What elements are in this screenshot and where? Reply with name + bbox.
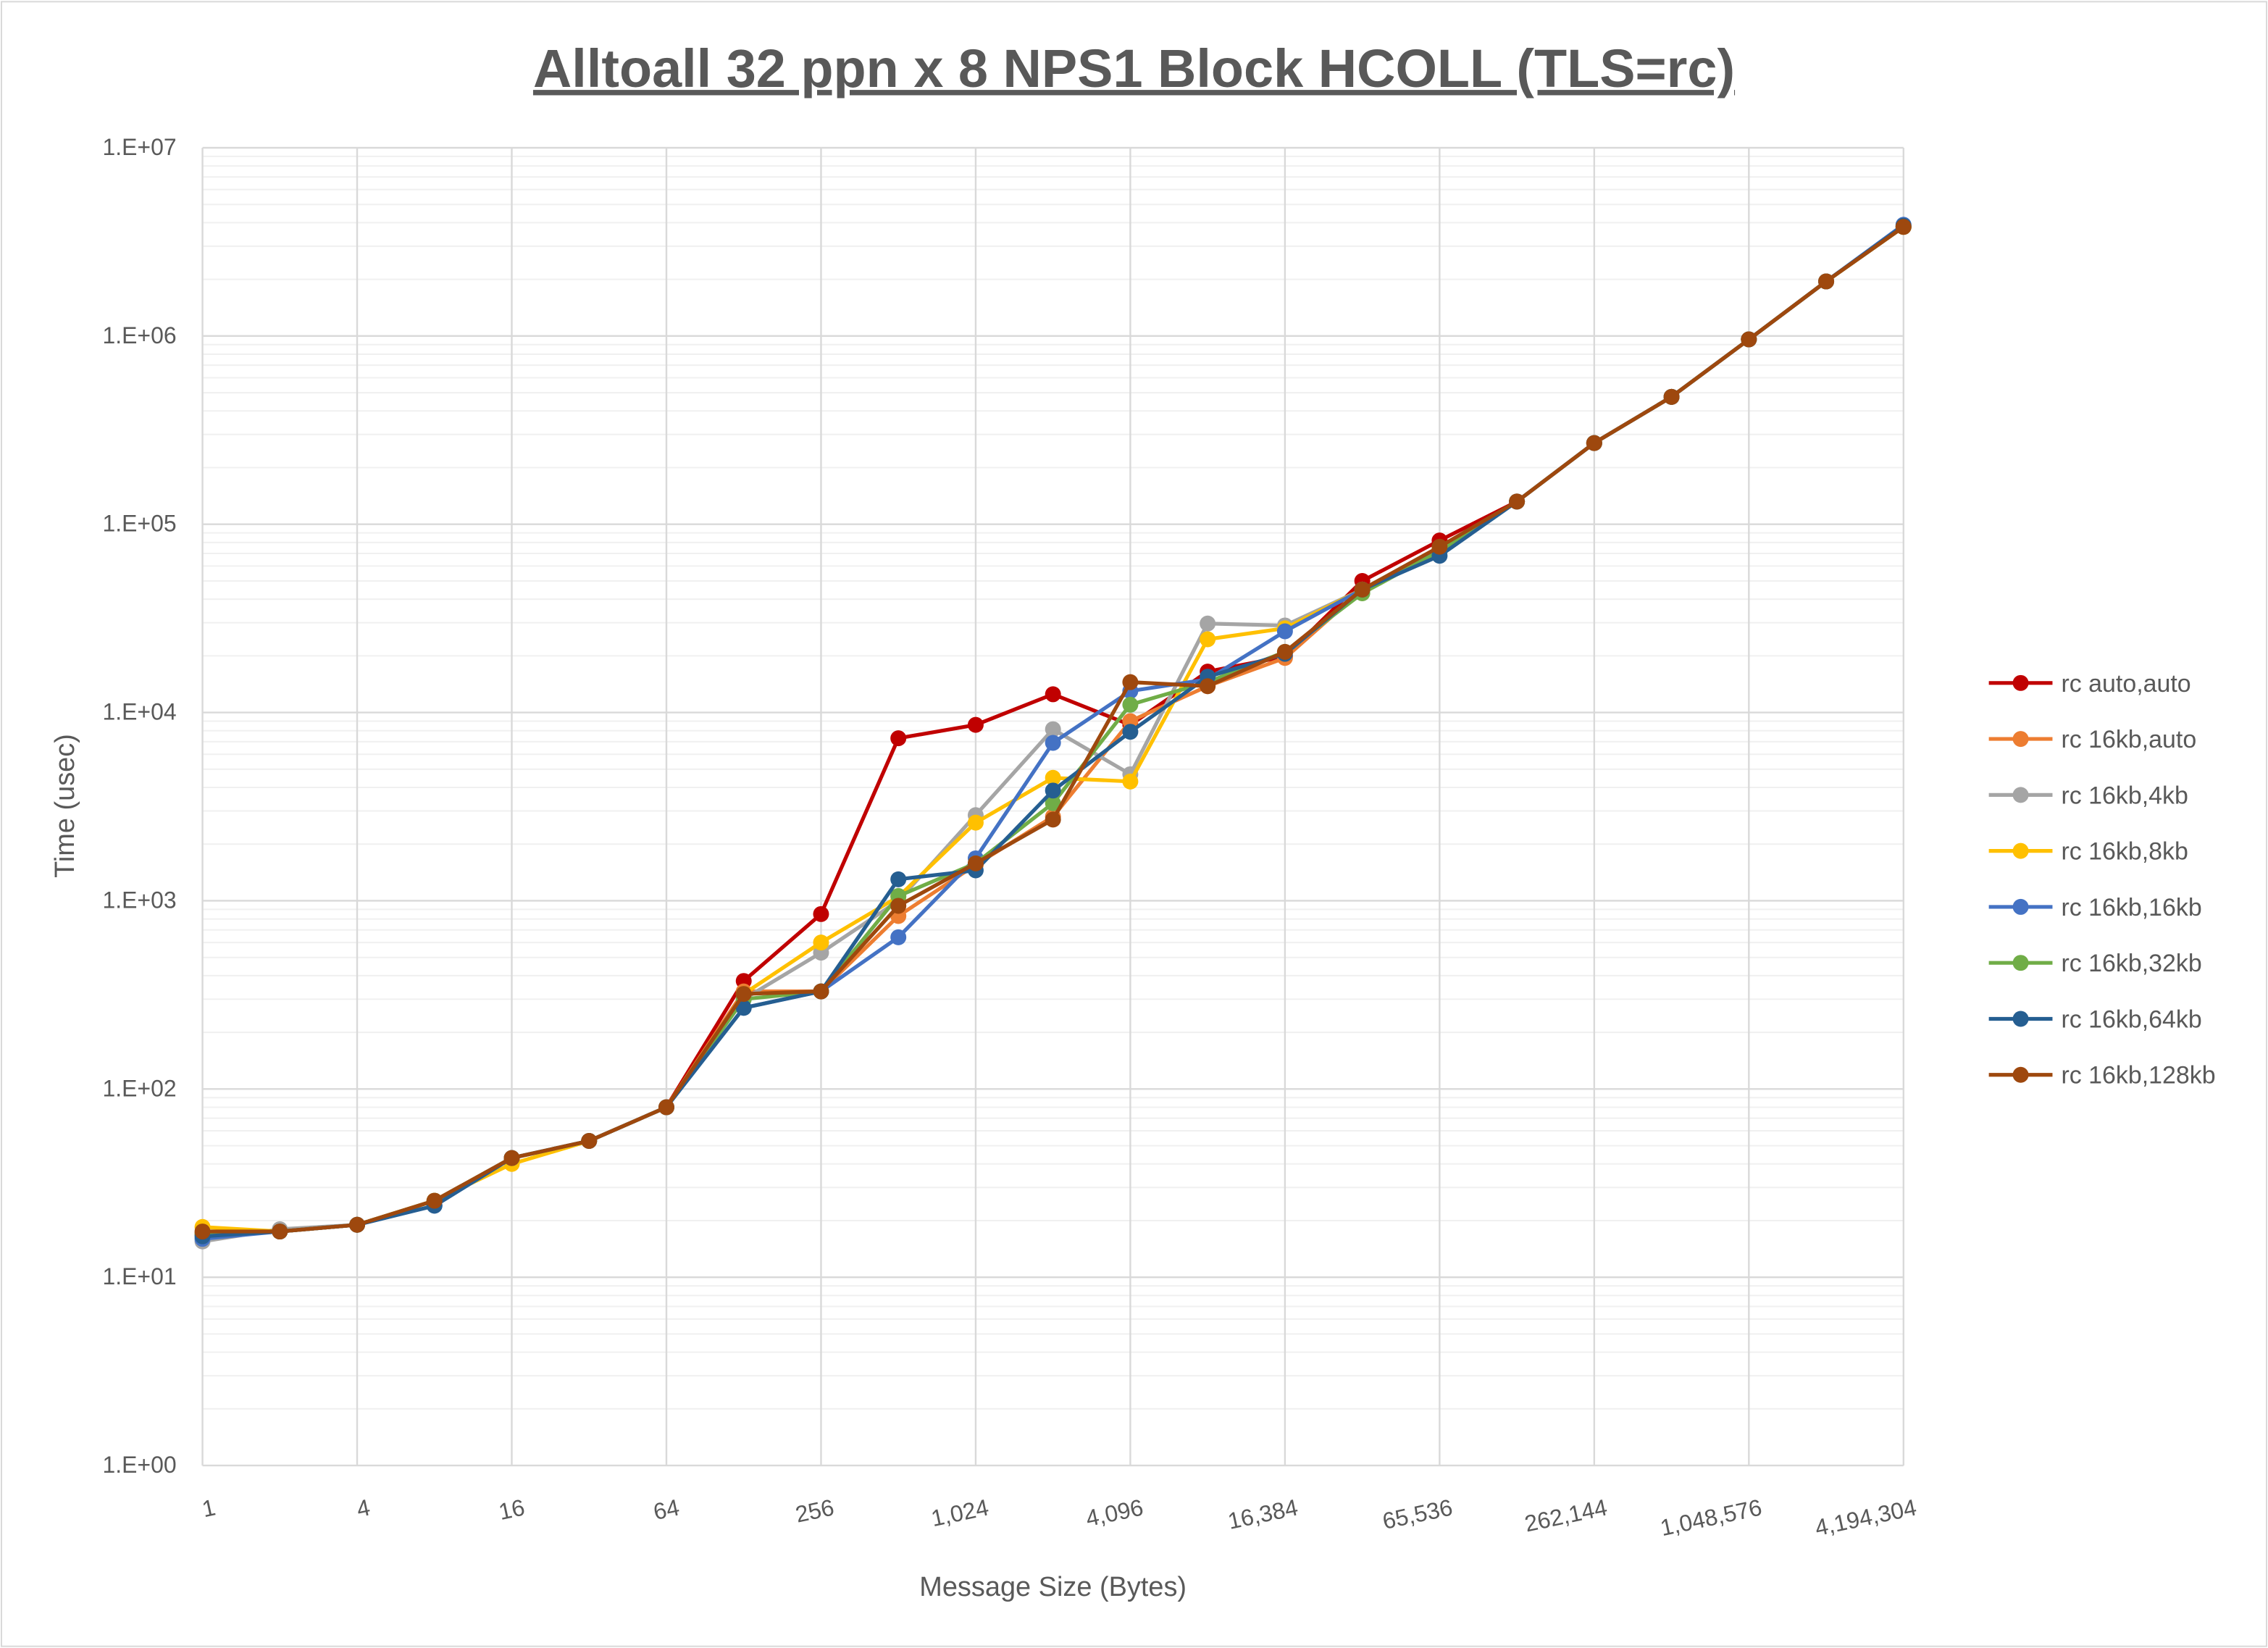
data-point — [813, 934, 829, 951]
data-point — [1200, 678, 1216, 695]
data-point — [1354, 581, 1371, 598]
data-point — [1122, 674, 1139, 690]
x-tick-label: 16 — [496, 1494, 527, 1525]
data-point — [890, 898, 907, 914]
legend-marker — [2012, 955, 2029, 971]
data-point — [658, 1099, 674, 1116]
data-point — [1276, 623, 1293, 640]
data-point — [735, 986, 752, 1003]
y-tick-label: 1.E+05 — [102, 511, 176, 537]
legend-marker — [2012, 842, 2029, 859]
data-point — [1818, 273, 1835, 290]
legend-marker — [2012, 1066, 2029, 1083]
data-point — [1431, 538, 1448, 555]
data-point — [1045, 811, 1061, 828]
data-point — [272, 1224, 288, 1240]
legend-label: rc auto,auto — [2061, 670, 2190, 698]
y-tick-label: 1.E+01 — [102, 1263, 176, 1289]
legend-marker — [2012, 674, 2029, 691]
data-point — [1276, 643, 1293, 660]
data-point — [813, 905, 829, 922]
data-point — [967, 814, 984, 831]
data-point — [581, 1133, 598, 1149]
series-group — [194, 217, 1912, 1250]
y-tick-label: 1.E+07 — [102, 134, 176, 160]
data-point — [426, 1192, 443, 1209]
x-tick-label: 64 — [651, 1494, 682, 1525]
data-point — [890, 871, 907, 887]
legend-label: rc 16kb,128kb — [2061, 1062, 2215, 1089]
data-point — [813, 983, 829, 1000]
legend-label: rc 16kb,8kb — [2061, 838, 2188, 866]
legend-marker — [2012, 787, 2029, 803]
data-point — [890, 929, 907, 945]
data-point — [1509, 493, 1526, 510]
data-point — [1586, 435, 1602, 451]
data-point — [1895, 219, 1912, 235]
y-tick-label: 1.E+00 — [102, 1452, 176, 1478]
series-rc-16kb-128kb — [194, 219, 1912, 1240]
data-point — [1045, 721, 1061, 737]
data-point — [1200, 615, 1216, 632]
data-point — [1045, 735, 1061, 751]
legend-label: rc 16kb,64kb — [2061, 1005, 2201, 1033]
legend-marker — [2012, 731, 2029, 748]
data-point — [1045, 686, 1061, 703]
data-point — [967, 716, 984, 733]
y-tick-label: 1.E+02 — [102, 1075, 176, 1101]
legend: rc auto,auto rc 16kb,auto rc 16kb,4kb rc 16… — [1988, 670, 2216, 1089]
data-point — [890, 730, 907, 747]
data-point — [1122, 724, 1139, 740]
data-point — [503, 1150, 520, 1166]
data-point — [349, 1216, 366, 1233]
data-point — [1045, 795, 1061, 811]
data-point — [967, 855, 984, 871]
data-point — [1122, 696, 1139, 713]
legend-label: rc 16kb,32kb — [2061, 950, 2201, 977]
chart-title: Alltoall 32 ppn x 8 NPS1 Block HCOLL (TL… — [533, 38, 1735, 99]
legend-marker — [2012, 898, 2029, 915]
data-point — [194, 1224, 211, 1240]
gridlines — [201, 146, 1905, 1467]
data-point — [1045, 769, 1061, 786]
data-point — [1663, 388, 1680, 405]
legend-label: rc 16kb,auto — [2061, 726, 2196, 753]
data-point — [1045, 782, 1061, 799]
legend-marker — [2012, 1011, 2029, 1027]
data-point — [735, 1000, 752, 1016]
y-tick-label: 1.E+03 — [102, 887, 176, 913]
legend-label: rc 16kb,16kb — [2061, 894, 2201, 921]
y-axis-label: Time (usec) — [50, 734, 80, 878]
legend-label: rc 16kb,4kb — [2061, 782, 2188, 809]
data-point — [1200, 631, 1216, 648]
data-point — [1122, 773, 1139, 790]
tick-labels: 1.E+00 1.E+01 1.E+02 1.E+03 1.E+04 1.E+05 1.E+… — [102, 134, 1918, 1541]
x-axis-label: Message Size (Bytes) — [919, 1572, 1187, 1602]
data-point — [1741, 331, 1757, 348]
y-tick-label: 1.E+06 — [102, 322, 176, 348]
y-tick-label: 1.E+04 — [102, 699, 176, 725]
